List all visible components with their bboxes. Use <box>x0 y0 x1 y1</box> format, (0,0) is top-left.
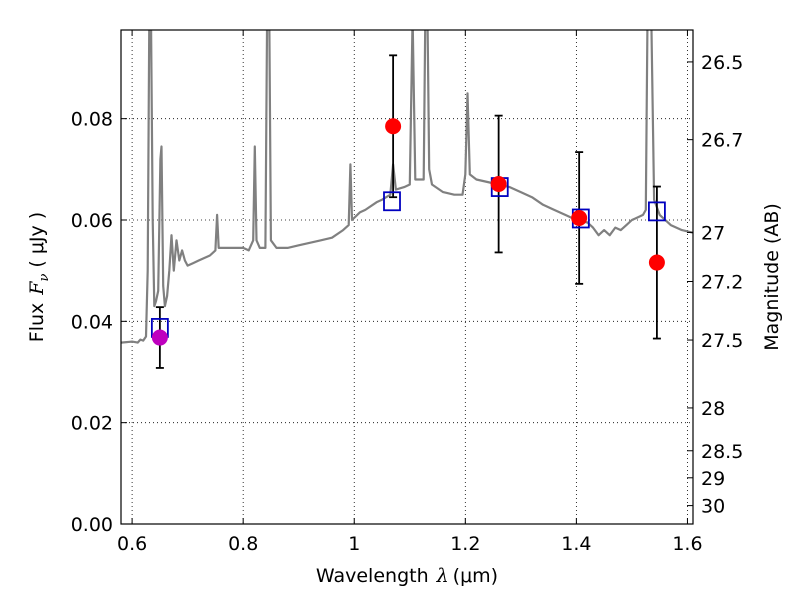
plot-frame <box>120 29 694 525</box>
mag-tick-label: 27.5 <box>701 330 743 352</box>
model-point <box>383 191 401 212</box>
mag-tick-label: 27.2 <box>701 271 743 293</box>
observed-point <box>648 254 665 271</box>
observed-point <box>490 176 507 193</box>
x-tick-label: 0.8 <box>228 533 258 555</box>
mag-tick-label: 27 <box>701 222 725 244</box>
x-tick-label: 1.4 <box>561 533 591 555</box>
y-tick-label: 0.02 <box>71 413 113 435</box>
observed-point <box>151 329 168 346</box>
mag-tick-label: 28 <box>701 398 725 420</box>
observed-point <box>571 209 588 226</box>
magnitude-ticks: 26.5 26.7 27 27.2 27.5 28 28.5 29 30 <box>687 52 743 518</box>
model-spectrum-line <box>121 30 693 344</box>
x-ticks: 0.6 0.8 1 1.2 1.4 1.6 <box>117 30 703 555</box>
y-tick-label: 0.04 <box>71 311 113 333</box>
y-axis-label: FluxFν( μJy ) <box>26 212 52 342</box>
grid-lines <box>121 30 693 524</box>
y-tick-label: 0.08 <box>71 109 113 131</box>
mag-tick-label: 29 <box>701 468 725 490</box>
x-axis-label: Wavelength λ (μm) <box>316 565 498 587</box>
y2-axis-label: Magnitude (AB) <box>761 203 783 351</box>
observed-point <box>385 118 402 135</box>
observed-points-layer <box>151 118 665 346</box>
y-tick-label: 0.00 <box>71 514 113 536</box>
model-points-layer <box>150 177 666 338</box>
y-tick-label: 0.06 <box>71 210 113 232</box>
mag-tick-label: 28.5 <box>701 441 743 463</box>
mag-tick-label: 30 <box>701 496 725 518</box>
mag-tick-label: 26.5 <box>701 52 743 74</box>
model-spectrum-layer <box>121 30 693 344</box>
x-tick-label: 0.6 <box>117 533 147 555</box>
x-tick-label: 1.2 <box>450 533 480 555</box>
y-ticks: 0.00 0.02 0.04 0.06 0.08 <box>71 109 127 536</box>
model-point <box>648 201 666 222</box>
mag-tick-label: 26.7 <box>701 130 743 152</box>
x-tick-label: 1.6 <box>672 533 702 555</box>
x-tick-label: 1 <box>348 533 360 555</box>
